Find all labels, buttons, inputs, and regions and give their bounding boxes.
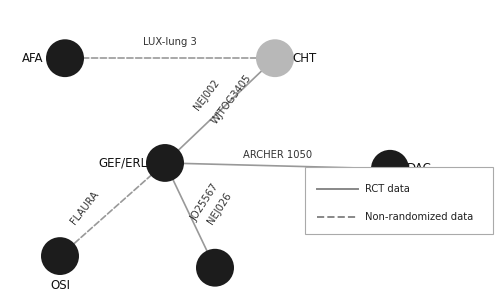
- Ellipse shape: [46, 39, 84, 77]
- Text: ARCHER 1050: ARCHER 1050: [243, 150, 312, 160]
- Text: NEJ026: NEJ026: [206, 191, 234, 226]
- Text: LUX-lung 3: LUX-lung 3: [143, 37, 197, 47]
- Text: JO25567: JO25567: [189, 182, 221, 223]
- Text: AFA: AFA: [22, 52, 44, 65]
- Text: GEF/ERL: GEF/ERL: [98, 157, 147, 169]
- Text: WJTOG3405: WJTOG3405: [210, 72, 253, 126]
- Text: FLAURA: FLAURA: [69, 189, 101, 227]
- Text: Non-randomized data: Non-randomized data: [365, 212, 473, 222]
- Ellipse shape: [41, 237, 79, 275]
- Ellipse shape: [256, 39, 294, 77]
- Text: RCT data: RCT data: [365, 184, 410, 194]
- Text: DAC: DAC: [406, 162, 432, 175]
- Ellipse shape: [146, 144, 184, 182]
- Ellipse shape: [371, 150, 409, 188]
- Text: CHT: CHT: [292, 52, 316, 65]
- Text: OSI: OSI: [50, 279, 70, 291]
- Ellipse shape: [196, 249, 234, 287]
- Text: ERL + BEV: ERL + BEV: [184, 290, 246, 291]
- Text: NEJ002: NEJ002: [192, 78, 221, 112]
- FancyBboxPatch shape: [305, 167, 492, 234]
